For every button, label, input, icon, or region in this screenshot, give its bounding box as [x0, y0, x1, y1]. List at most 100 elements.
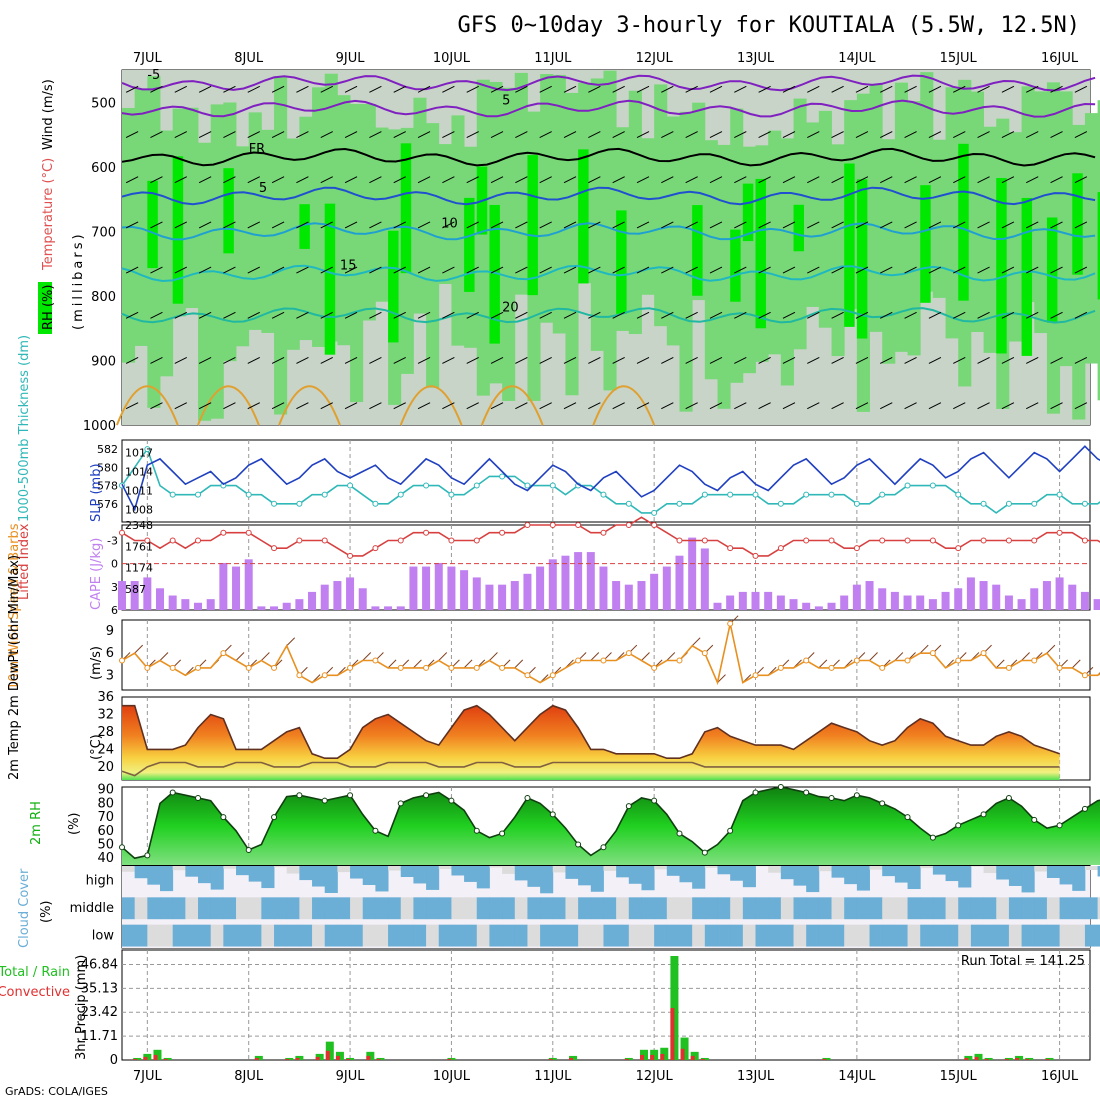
wind10-series-point — [449, 665, 454, 670]
cloud-cell — [540, 925, 553, 947]
wind10-series-point — [778, 665, 783, 670]
cloud-cell — [173, 925, 186, 947]
precip-conv-bar — [346, 1059, 350, 1060]
cloud-cell — [1009, 897, 1022, 919]
rh2m-series-point — [880, 801, 885, 806]
cape-bar — [435, 563, 443, 610]
cape-bar — [181, 599, 189, 610]
precip-conv-bar — [985, 1059, 989, 1060]
cloud-cell — [958, 866, 971, 887]
thickness-series-point — [702, 492, 707, 497]
cloud-cell — [160, 897, 173, 919]
cloud-cell — [489, 897, 502, 919]
precip-tick: 0 — [110, 1053, 118, 1068]
wind10-barb — [667, 653, 675, 661]
cape-bar — [257, 606, 265, 610]
rh-stripe — [413, 98, 426, 314]
cloud-cell — [337, 925, 350, 947]
cloud-cell — [375, 897, 388, 919]
thickness-series-point — [1006, 501, 1011, 506]
wind10-barb — [920, 645, 928, 653]
cloud-cell — [819, 866, 832, 871]
rh2m-series-point — [956, 823, 961, 828]
pressure-tick: 1000 — [83, 419, 116, 434]
cape-bar — [625, 585, 633, 610]
cape-bar — [980, 581, 988, 610]
isotherm-label: 5 — [259, 181, 267, 196]
cloud-cell — [502, 925, 515, 947]
wind10-barb — [895, 653, 903, 661]
lifted-index-series-point — [905, 538, 910, 543]
upper-label-wind: Wind (m/s) — [41, 79, 56, 150]
temp-tick: 32 — [97, 707, 114, 722]
pressure-tick: 800 — [91, 290, 116, 305]
thickness-series-point — [1032, 501, 1037, 506]
cloud-cell — [1085, 925, 1098, 947]
cape-bar — [460, 570, 468, 610]
wind10-series-point — [677, 658, 682, 663]
cloud-cell — [147, 866, 160, 885]
cape-tick: 1174 — [125, 562, 153, 575]
cloud-cell — [870, 925, 883, 947]
cloud-cell — [160, 866, 173, 891]
cloud-cell — [401, 866, 414, 877]
wind10-series-point — [652, 665, 657, 670]
precip-conv-bar — [1045, 1059, 1049, 1060]
cloud-cell — [426, 925, 439, 947]
cloud-cell — [933, 866, 946, 875]
cloud-cell — [895, 866, 908, 883]
cloud-cell — [933, 897, 946, 919]
rh2m-series-point — [677, 831, 682, 836]
cloud-cell — [236, 925, 249, 947]
date-label-bottom: 16JUL — [1041, 1069, 1079, 1084]
pressure-tick: 600 — [91, 161, 116, 176]
cape-bar — [156, 588, 164, 610]
rh-stripe — [591, 78, 604, 350]
cloud-cell — [819, 897, 832, 919]
thickness-series-point — [626, 501, 631, 506]
rh-stripe-strong — [1072, 173, 1082, 274]
cloud-cell — [908, 925, 921, 947]
precip-conv-bar — [1015, 1058, 1019, 1060]
cape-bar — [891, 592, 899, 610]
cloud-cell — [337, 866, 350, 872]
thickness-series-point — [1082, 501, 1087, 506]
precip-total-label: Total / Rain — [0, 965, 70, 980]
rh-stripe — [337, 95, 350, 345]
isotherm-label: 20 — [502, 300, 519, 315]
cape-bar — [498, 585, 506, 610]
rh-stripe-strong — [1022, 198, 1032, 356]
cloud-cell — [794, 925, 807, 947]
cloud-cell — [920, 897, 933, 919]
cloud-cell — [439, 925, 452, 947]
rh2m-series-point — [1032, 817, 1037, 822]
cloud-cell — [1009, 925, 1022, 947]
cape-bar — [1056, 577, 1064, 610]
cloud-cell — [705, 866, 718, 868]
rh-stripe — [667, 117, 680, 346]
precip-conv-bar — [285, 1059, 289, 1060]
wind10-barb — [413, 660, 421, 668]
cloud-cell — [413, 866, 426, 883]
wind10-series-point — [246, 665, 251, 670]
wind10-series-point — [576, 658, 581, 663]
cloud-cell — [287, 925, 300, 947]
thickness-series-point — [272, 501, 277, 506]
cloud-cell — [654, 925, 667, 947]
cape-bar — [574, 552, 582, 610]
thickness-series-point — [601, 492, 606, 497]
cloud-cell — [616, 925, 629, 947]
cape-bar — [422, 567, 430, 610]
precip-conv-bar — [376, 1059, 380, 1060]
wind10-series-point — [905, 658, 910, 663]
temp-tick: 20 — [97, 760, 114, 775]
cape-bar — [764, 592, 772, 610]
lifted-index-series — [122, 517, 1100, 556]
cloud-cell — [616, 866, 629, 877]
cloud-cell — [692, 866, 705, 889]
cloud-cell — [489, 925, 502, 947]
cloud-cell — [413, 897, 426, 919]
cloud-cell — [641, 897, 654, 919]
cloud-ylabel: (%) — [39, 901, 54, 924]
cloud-cell — [299, 866, 312, 880]
